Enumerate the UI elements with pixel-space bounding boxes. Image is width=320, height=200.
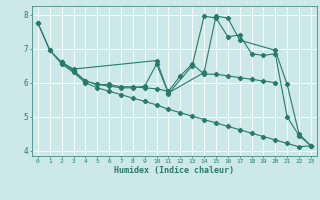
X-axis label: Humidex (Indice chaleur): Humidex (Indice chaleur) <box>115 166 234 175</box>
